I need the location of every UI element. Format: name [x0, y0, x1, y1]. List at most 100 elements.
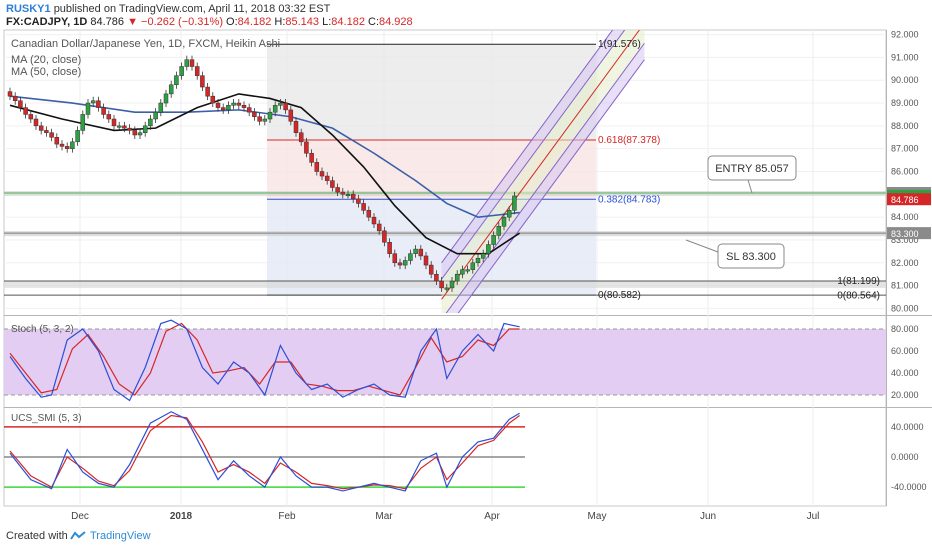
candle-body	[309, 152, 314, 163]
candle-body	[283, 102, 288, 111]
candle-body	[189, 59, 195, 67]
candle-body	[288, 109, 294, 122]
candle-body	[335, 187, 340, 193]
candle-body	[262, 118, 268, 122]
candle-body	[267, 111, 273, 120]
x-tick-label: Jun	[700, 511, 716, 522]
candle-body	[278, 102, 283, 106]
entry-callout-box	[707, 155, 797, 181]
y-tick-label: 88.000	[891, 121, 919, 131]
candle-body	[33, 118, 39, 127]
candle-body	[80, 114, 86, 131]
stoch-d-line	[9, 322, 520, 396]
candle-body	[304, 141, 309, 154]
candle-body	[163, 93, 169, 104]
candle-body	[439, 280, 444, 289]
change-value: −0.262 (−0.31%)	[141, 16, 223, 28]
y-tick-label: 81.000	[891, 281, 919, 291]
candle-body	[220, 107, 226, 111]
candle-body	[7, 91, 13, 97]
x-tick-label: Jul	[807, 511, 820, 522]
candle-body	[101, 107, 106, 115]
candle-body	[158, 102, 164, 113]
candle-body	[142, 125, 148, 133]
x-tick-label: Mar	[375, 511, 393, 522]
candle-body	[330, 180, 335, 188]
candle-body	[153, 111, 158, 120]
candle-body	[491, 235, 496, 245]
candle-body	[210, 95, 216, 104]
candle-body	[387, 242, 392, 254]
candle-body	[475, 257, 481, 264]
candle-body	[272, 105, 278, 113]
candle-body	[345, 194, 351, 197]
candle-body	[402, 260, 408, 266]
candle-body	[257, 116, 262, 122]
fib-level-label: 1(91.576)	[598, 39, 641, 50]
candle-body	[512, 195, 517, 211]
fib-level-label: 0.618(87.378)	[598, 135, 660, 146]
low-label: L:	[322, 16, 332, 28]
stoch-tick-label: 60.000	[891, 346, 919, 356]
y-tick-label: 91.000	[891, 52, 919, 62]
publisher-name[interactable]: RUSKY1	[6, 3, 51, 15]
candle-body	[454, 273, 460, 282]
candle-body	[168, 84, 174, 95]
candle-body	[423, 255, 429, 266]
legend-entry: MA (50, close)	[11, 66, 81, 78]
y-tick-label: 86.000	[891, 167, 919, 177]
y-tick-label: 82.000	[891, 258, 919, 268]
candle-body	[116, 125, 122, 128]
candle-body	[111, 118, 117, 127]
candle-body	[226, 105, 231, 111]
candle-body	[460, 269, 465, 275]
candle-body	[366, 210, 372, 218]
candle-body	[428, 264, 434, 275]
y-tick-label: 87.000	[891, 144, 919, 154]
symbol-label[interactable]: FX:CADJPY, 1D	[6, 16, 88, 28]
candle-body	[85, 102, 91, 115]
stoch-band	[4, 329, 886, 395]
candle-body	[470, 262, 476, 270]
candle-body	[132, 130, 138, 136]
candle-body	[392, 253, 398, 264]
price-tag-label: 84.786	[891, 195, 919, 205]
y-tick-label: 80.000	[891, 303, 919, 313]
candle-body	[179, 66, 184, 76]
y-tick-label: 89.000	[891, 98, 919, 108]
down-triangle-icon: ▼	[127, 16, 138, 28]
candle-body	[38, 125, 44, 131]
ma50-line	[9, 95, 520, 218]
footer: Created with TradingView	[0, 522, 932, 550]
candle-body	[54, 137, 60, 145]
entry-callout-text: ENTRY 85.057	[715, 163, 789, 175]
x-tick-label: Dec	[71, 511, 89, 522]
fib-level-label: 0.382(84.783)	[598, 194, 660, 205]
candle-body	[12, 95, 18, 102]
candle-body	[480, 253, 486, 259]
stoch-k-line	[9, 319, 520, 402]
x-tick-label: 2018	[170, 511, 193, 522]
candle-body	[184, 59, 190, 67]
open-label: O:	[226, 16, 238, 28]
published-text: published on TradingView.com, April 11, …	[53, 3, 331, 15]
candle-body	[23, 107, 28, 115]
y-tick-label: 83.000	[891, 235, 919, 245]
fib-zone-top	[267, 44, 596, 141]
candle-body	[293, 121, 299, 133]
candle-body	[64, 146, 70, 149]
tradingview-brand-link[interactable]: TradingView	[90, 530, 151, 542]
candle-body	[236, 102, 242, 106]
price-tag-box	[887, 193, 931, 206]
candle-body	[434, 273, 439, 282]
candle-body	[465, 269, 470, 272]
y-tick-label: 90.000	[891, 75, 919, 85]
candle-body	[28, 114, 34, 120]
candle-body	[397, 262, 403, 266]
candle-body	[241, 105, 247, 108]
candle-body	[371, 216, 377, 225]
price-tag-label: 83.300	[891, 229, 919, 239]
smi-signal-line	[9, 414, 520, 490]
candle-body	[215, 102, 221, 108]
channel-line	[457, 59, 645, 313]
